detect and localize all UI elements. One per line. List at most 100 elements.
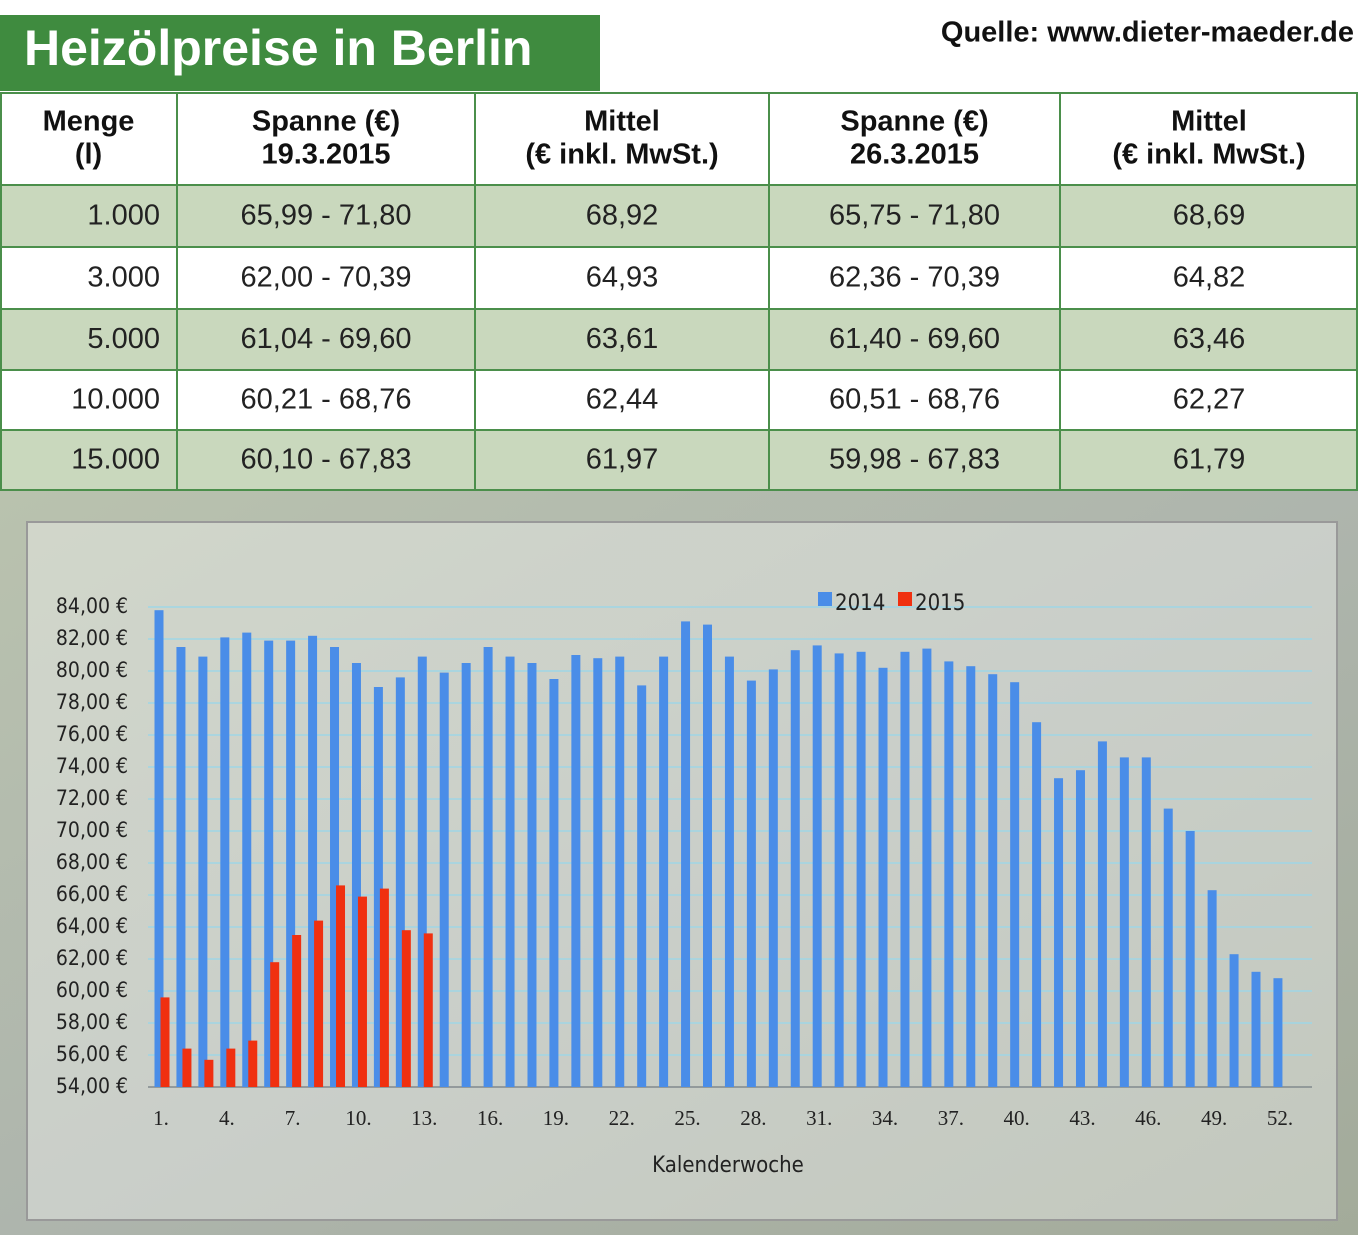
bar (330, 647, 340, 1087)
legend-swatch (818, 592, 832, 606)
header-cell: 26.3.2015 (850, 139, 979, 171)
bar (571, 655, 581, 1087)
x-tick-label: 37. (938, 1106, 964, 1130)
bar (286, 640, 296, 1087)
bar (314, 920, 324, 1087)
bar (878, 667, 888, 1087)
x-tick-label: 25. (674, 1106, 700, 1130)
bar (198, 656, 208, 1087)
bar (527, 663, 537, 1087)
y-tick-label: 56,00 € (56, 1042, 128, 1066)
y-tick-label: 70,00 € (56, 818, 128, 842)
bar (659, 656, 669, 1087)
bar (226, 1048, 236, 1087)
table-cell: 64,82 (1173, 262, 1246, 294)
table-cell: 68,92 (586, 200, 659, 232)
title: Heizölpreise in Berlin (24, 20, 532, 76)
x-tick-label: 4. (219, 1106, 235, 1130)
x-tick-label: 31. (806, 1106, 832, 1130)
table-cell: 68,69 (1173, 200, 1246, 232)
bar (922, 648, 932, 1087)
x-tick-label: 28. (740, 1106, 766, 1130)
y-tick-label: 64,00 € (56, 914, 128, 938)
bar (292, 935, 302, 1087)
y-tick-label: 84,00 € (56, 594, 128, 618)
header-cell: (€ inkl. MwSt.) (525, 139, 718, 171)
bar (1185, 831, 1195, 1087)
table-cell: 62,44 (586, 384, 659, 416)
bar (379, 888, 389, 1087)
table-cell: 63,46 (1173, 323, 1246, 355)
table-cell: 59,98 - 67,83 (829, 444, 1000, 476)
bar (1251, 971, 1261, 1087)
bar (812, 645, 822, 1087)
bar (154, 610, 164, 1087)
bar (417, 656, 427, 1087)
x-tick-label: 40. (1004, 1106, 1030, 1130)
bar (357, 896, 367, 1087)
bar (790, 650, 800, 1087)
table-cell: 60,21 - 68,76 (241, 384, 412, 416)
y-tick-label: 76,00 € (56, 722, 128, 746)
table-cell: 60,10 - 67,83 (241, 444, 412, 476)
y-tick-label: 78,00 € (56, 690, 128, 714)
table-cell: 5.000 (87, 323, 160, 355)
bar (593, 658, 603, 1087)
bar (395, 677, 405, 1087)
source: Quelle: www.dieter-maeder.de (941, 17, 1354, 49)
bar (505, 656, 515, 1087)
header-cell: Mittel (584, 106, 660, 138)
table-row (0, 309, 1358, 370)
table-cell: 10.000 (71, 384, 160, 416)
header-cell: Menge (43, 106, 135, 138)
bar (248, 1040, 258, 1087)
bar (351, 663, 361, 1087)
table-cell: 65,99 - 71,80 (241, 200, 412, 232)
bar (834, 653, 844, 1087)
bar (220, 637, 230, 1087)
bar (270, 962, 280, 1087)
y-tick-label: 72,00 € (56, 786, 128, 810)
table-row (0, 370, 1358, 430)
bar (1054, 778, 1064, 1087)
title-box (0, 15, 600, 91)
y-tick-label: 82,00 € (56, 626, 128, 650)
bar (1097, 741, 1107, 1087)
chart: 54,00 € 56,00 € 58,00 € 60,00 € 62,00 € 64,00… (56, 591, 1312, 1130)
bar (1141, 757, 1151, 1087)
legend-swatch (898, 592, 912, 606)
header-cell: (l) (75, 139, 102, 171)
bar (176, 647, 186, 1087)
bar (1273, 978, 1283, 1087)
y-tick-label: 74,00 € (56, 754, 128, 778)
x-tick-label: 10. (345, 1106, 371, 1130)
header-cell: 19.3.2015 (261, 139, 390, 171)
bar (856, 651, 866, 1087)
bar (768, 669, 778, 1087)
bar (1163, 808, 1173, 1087)
y-tick-label: 62,00 € (56, 946, 128, 970)
y-tick-label: 66,00 € (56, 882, 128, 906)
table-cell: 1.000 (87, 200, 160, 232)
bar (549, 679, 559, 1087)
bar (204, 1059, 214, 1087)
bar (966, 666, 976, 1087)
x-tick-label: 49. (1201, 1106, 1227, 1130)
bar (900, 651, 910, 1087)
x-tick-label: 34. (872, 1106, 898, 1130)
bar (1032, 722, 1042, 1087)
bar (439, 672, 449, 1087)
table-cell: 15.000 (71, 444, 160, 476)
table-row (0, 430, 1358, 490)
bar (1075, 770, 1085, 1087)
bar (461, 663, 471, 1087)
table-cell: 65,75 - 71,80 (829, 200, 1000, 232)
table-cell: 62,36 - 70,39 (829, 262, 1000, 294)
table-cell: 61,97 (586, 444, 659, 476)
bar (1207, 890, 1217, 1087)
bar (264, 640, 274, 1087)
header-cell: (€ inkl. MwSt.) (1112, 139, 1305, 171)
x-tick-label: 1. (153, 1106, 169, 1130)
bar (336, 885, 346, 1087)
